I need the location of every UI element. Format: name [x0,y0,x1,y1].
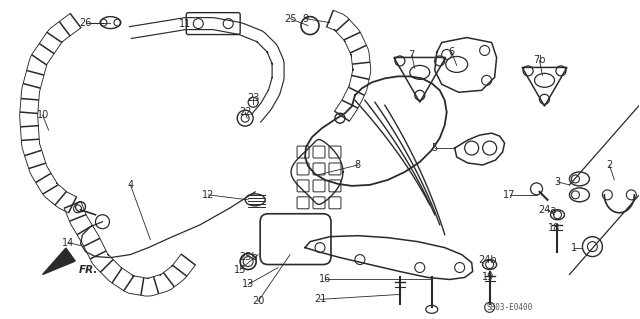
Text: 24a: 24a [538,205,557,215]
Text: 4: 4 [127,180,134,190]
Text: 25b: 25b [239,252,257,262]
Text: 22: 22 [239,107,252,117]
Text: 7b: 7b [533,56,546,65]
Polygon shape [43,248,75,274]
Text: 1: 1 [572,243,577,253]
Text: 16: 16 [319,274,331,285]
Text: 20: 20 [252,296,264,306]
Text: 23: 23 [247,93,259,103]
Text: 8: 8 [355,160,361,170]
Text: 6: 6 [449,48,455,57]
Text: 11: 11 [179,19,191,29]
Text: 17: 17 [504,190,516,200]
Text: SE03-E0400: SE03-E0400 [486,303,532,312]
Text: 5: 5 [431,143,438,153]
Text: 18: 18 [548,223,561,233]
Text: 13: 13 [242,279,254,289]
Text: 15: 15 [234,264,246,275]
Text: 2: 2 [606,160,612,170]
Text: 3: 3 [554,177,561,187]
Text: 9: 9 [302,14,308,24]
Text: 14: 14 [63,238,75,248]
Text: FR.: FR. [79,264,98,275]
Text: 24b: 24b [478,255,497,264]
Text: 12: 12 [202,190,214,200]
Text: 25: 25 [284,14,296,24]
Text: 19: 19 [481,272,494,283]
Text: 26: 26 [79,18,92,28]
Text: 21: 21 [314,294,326,304]
Text: 10: 10 [36,110,49,120]
Text: 7: 7 [409,50,415,61]
